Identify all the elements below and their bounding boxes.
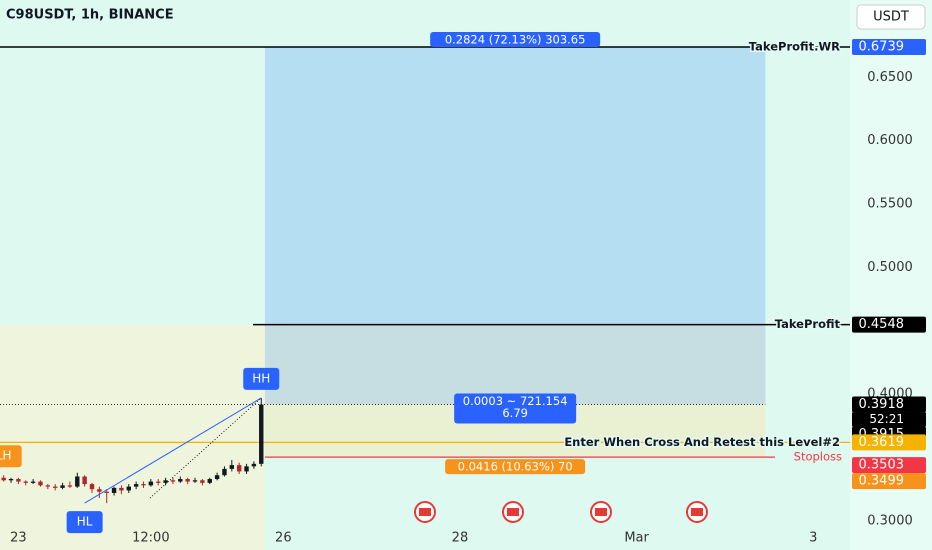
pivot-label-box — [0, 445, 22, 468]
trend-line — [149, 397, 262, 499]
trend-line — [84, 397, 262, 504]
candle-body — [126, 486, 131, 491]
center-label: 0.0003 ~ 721.154 — [463, 394, 568, 408]
candle-body — [133, 484, 139, 487]
candle-body — [111, 487, 117, 493]
target-box — [430, 32, 601, 48]
zone — [0, 324, 265, 550]
candle-body — [200, 480, 205, 483]
y-tick-label: 0.6500 — [867, 70, 913, 85]
pivot-label: HL — [77, 515, 93, 529]
candle-body — [67, 485, 73, 487]
candle-body — [236, 465, 242, 472]
level-name: Enter When Cross And Retest this Level#2 — [564, 435, 840, 449]
x-tick-label: 23 — [10, 531, 27, 546]
candle-body — [244, 466, 249, 472]
candle-body — [178, 479, 183, 482]
candle-body — [119, 487, 124, 491]
x-tick-label: 12:00 — [132, 531, 169, 546]
candle-body — [192, 480, 198, 482]
price-badge-box — [852, 457, 926, 474]
candle-body — [259, 404, 264, 464]
candle-body — [148, 481, 154, 486]
price-badge-box — [852, 39, 926, 56]
pivot-label-box — [243, 367, 280, 390]
stop-label: 0.0416 (10.63%) 70 — [458, 460, 573, 474]
x-tick-label: 28 — [452, 531, 469, 546]
candle-body — [185, 479, 190, 482]
candle-body — [229, 465, 235, 469]
event-flag-stripes — [595, 508, 607, 516]
currency[interactable]: USDT — [873, 10, 909, 25]
stop-box — [445, 459, 586, 475]
candle-body — [207, 479, 212, 483]
pivot-label: HH — [252, 371, 270, 385]
candle-body — [214, 475, 220, 480]
candle-body — [251, 463, 257, 467]
price-badge-box — [852, 396, 926, 413]
candle-body — [97, 489, 102, 492]
event-flag-stripes — [507, 508, 519, 516]
y-tick-label: 0.5000 — [867, 260, 913, 275]
y-tick-label: 0.3000 — [867, 513, 913, 528]
x-tick-label: Mar — [624, 531, 649, 546]
price-badge: 0.6739 — [859, 40, 905, 55]
level-name: TakeProfit.WR — [749, 40, 840, 54]
y-tick-label: 0.5500 — [867, 197, 913, 212]
candle-body — [141, 484, 146, 486]
pivot-label-box — [66, 511, 103, 534]
x-tick-label: 3 — [809, 531, 817, 546]
y-tick-label: 0.6000 — [867, 133, 913, 148]
candle-body — [52, 486, 58, 488]
candle-body — [222, 468, 227, 476]
candle-body — [170, 480, 176, 482]
candle-body — [23, 481, 28, 483]
candle-body — [60, 485, 65, 488]
price-badge: 0.3918 — [859, 397, 905, 412]
event-flag-stripes — [691, 508, 703, 516]
candle-body — [45, 485, 51, 487]
candle-body — [104, 491, 109, 493]
candle-body — [8, 479, 14, 481]
price-badge: 0.3619 — [859, 435, 905, 450]
currency-button[interactable] — [856, 4, 926, 30]
candle-body — [1, 477, 6, 481]
zone — [264, 324, 766, 405]
center-box — [454, 393, 577, 424]
x-tick-label: 26 — [275, 531, 292, 546]
candle-body — [30, 481, 36, 483]
chart-title: C98USDT, 1h, BINANCE — [6, 8, 174, 23]
price-badge-box — [852, 473, 926, 490]
countdown-box — [852, 412, 926, 427]
event-flag-stripes — [419, 508, 431, 516]
price-badge: 0.3499 — [859, 474, 905, 489]
level-name: Stoploss — [794, 450, 842, 464]
candle-body — [75, 476, 80, 487]
level-name: TakeProfit — [775, 317, 841, 331]
pivot-label: LH — [0, 449, 12, 463]
countdown: 52:21 — [869, 412, 904, 426]
candle-body — [82, 476, 87, 485]
center-label: 6.79 — [502, 406, 528, 420]
price-badge: 0.3503 — [859, 458, 905, 473]
price-badge-box — [852, 434, 926, 451]
candle-body — [89, 484, 95, 490]
candle-body — [16, 479, 21, 482]
candle-body — [38, 481, 43, 486]
candle-body — [163, 480, 168, 483]
price-badge: 0.4548 — [859, 317, 905, 332]
target-label: 0.2824 (72.13%) 303.65 — [445, 33, 586, 47]
price-badge-box — [852, 316, 926, 333]
candle-body — [156, 481, 161, 483]
